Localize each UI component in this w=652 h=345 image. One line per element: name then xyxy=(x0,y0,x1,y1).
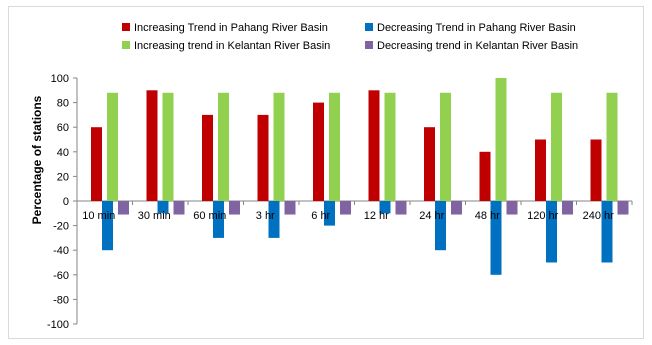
bars xyxy=(91,78,629,275)
bar xyxy=(606,92,618,201)
labels: 100 80 60 40 20 0 -20 -40 -60 -80 -100 10 min 30 min… xyxy=(47,73,614,331)
legend-label: Decreasing Trend in Pahang River Basin xyxy=(377,22,576,34)
bar xyxy=(202,114,213,201)
bar xyxy=(495,78,507,201)
bar xyxy=(91,127,102,201)
x-tick-label: 60 min xyxy=(193,210,226,222)
bar xyxy=(451,201,462,215)
bar xyxy=(546,201,557,263)
bar xyxy=(268,201,280,238)
y-tick-label: 80 xyxy=(57,98,69,110)
bar xyxy=(535,139,546,201)
legend-swatch xyxy=(122,41,130,49)
legend-label: Increasing Trend in Pahang River Basin xyxy=(134,22,328,34)
bar xyxy=(229,201,240,215)
bar xyxy=(424,127,435,201)
bar xyxy=(213,201,224,238)
bar xyxy=(284,201,296,215)
y-tick-label: 0 xyxy=(63,196,69,208)
legend-swatch xyxy=(365,41,373,49)
x-tick-label: 24 hr xyxy=(419,210,444,222)
bar xyxy=(146,90,158,201)
y-tick-label: 100 xyxy=(51,73,69,85)
bar xyxy=(379,201,391,214)
y-axis-label: Percentage of stations xyxy=(30,95,44,224)
bar xyxy=(157,201,169,214)
bar xyxy=(617,201,629,215)
bar xyxy=(324,201,335,226)
bar xyxy=(551,92,562,201)
bar xyxy=(601,201,613,263)
y-tick-label: -20 xyxy=(53,221,69,233)
x-tick-label: 48 hr xyxy=(475,210,500,222)
bar xyxy=(313,102,324,201)
chart-frame xyxy=(8,6,644,339)
bar xyxy=(435,201,446,251)
bar xyxy=(395,201,407,215)
bar xyxy=(490,201,502,275)
y-tick-label: -80 xyxy=(53,294,69,306)
legend: Increasing Trend in Pahang River Basin De… xyxy=(122,22,578,52)
bar xyxy=(506,201,518,215)
bar xyxy=(102,201,113,251)
bar xyxy=(218,92,229,201)
bar xyxy=(590,139,602,201)
x-tick-label: 6 hr xyxy=(311,210,330,222)
y-tick-label: 60 xyxy=(57,122,69,134)
bar xyxy=(384,92,396,201)
bar xyxy=(340,201,351,215)
legend-label: Decreasing trend in Kelantan River Basin xyxy=(377,40,578,52)
y-tick-label: 20 xyxy=(57,171,69,183)
legend-label: Increasing trend in Kelantan River Basin xyxy=(134,40,330,52)
bar xyxy=(173,201,185,215)
x-tick-label: 3 hr xyxy=(256,210,275,222)
bar xyxy=(329,92,340,201)
legend-swatch xyxy=(122,23,130,31)
bar xyxy=(273,92,285,201)
bar xyxy=(562,201,573,215)
y-tick-label: 40 xyxy=(57,147,69,159)
bar xyxy=(440,92,451,201)
bar xyxy=(162,92,174,201)
bar xyxy=(368,90,380,201)
x-tick-label: 240 hr xyxy=(583,210,615,222)
bar xyxy=(107,92,118,201)
y-tick-label: -60 xyxy=(53,270,69,282)
x-tick-label: 12 hr xyxy=(364,210,389,222)
x-tick-label: 10 min xyxy=(82,210,115,222)
x-tick-label: 30 min xyxy=(138,210,171,222)
bar xyxy=(479,151,491,201)
x-tick-label: 120 hr xyxy=(527,210,559,222)
bar xyxy=(257,114,269,201)
y-tick-label: -40 xyxy=(53,245,69,257)
y-tick-label: -100 xyxy=(47,319,69,331)
legend-swatch xyxy=(365,23,373,31)
bar xyxy=(118,201,129,215)
